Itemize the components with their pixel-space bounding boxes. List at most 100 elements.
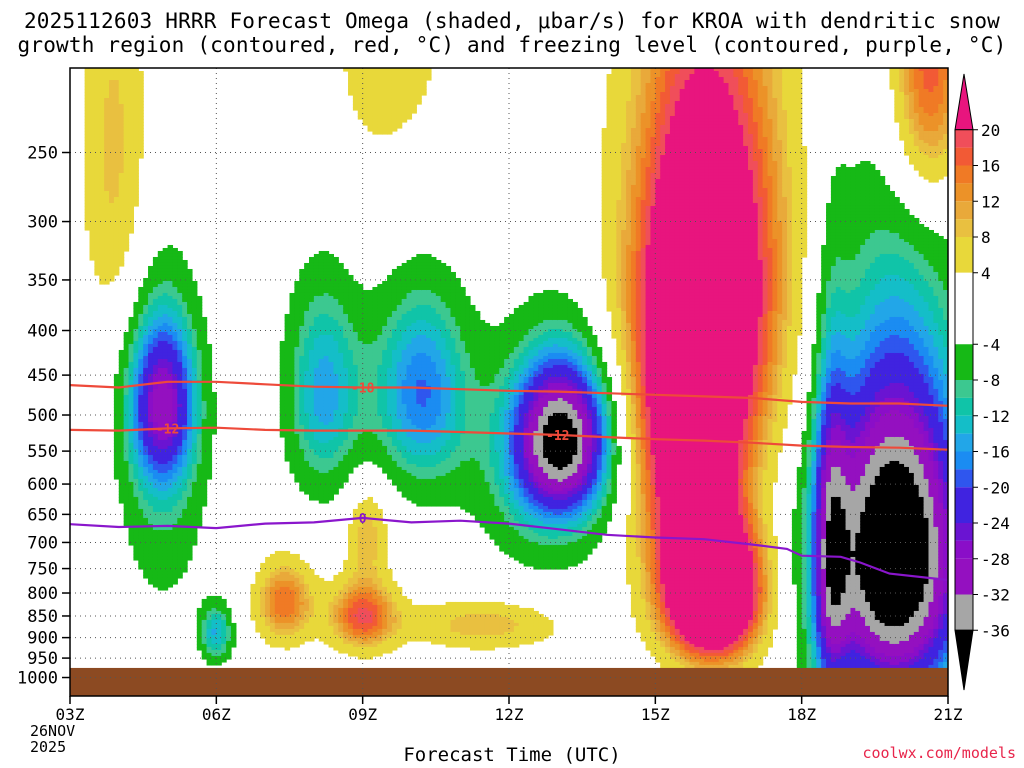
- omega-cell: [299, 352, 305, 357]
- omega-cell: [299, 313, 305, 318]
- omega-cell: [172, 418, 178, 423]
- omega-cell: [221, 607, 227, 612]
- omega-cell: [284, 328, 291, 333]
- omega-cell: [152, 571, 159, 576]
- omega-cell: [284, 640, 291, 645]
- omega-cell: [309, 595, 315, 600]
- omega-cell: [304, 292, 310, 297]
- omega-cell: [309, 439, 315, 444]
- omega-cell: [206, 637, 213, 642]
- omega-cell: [118, 364, 125, 369]
- omega-cell: [157, 493, 164, 498]
- omega-cell: [109, 199, 115, 204]
- omega-cell: [284, 346, 291, 351]
- omega-cell: [289, 604, 295, 609]
- omega-cell: [201, 415, 208, 420]
- omega-cell: [118, 424, 125, 429]
- omega-cell: [162, 397, 169, 402]
- omega-cell: [348, 367, 354, 372]
- omega-cell: [123, 113, 130, 117]
- omega-cell: [143, 556, 149, 561]
- omega-cell: [157, 385, 164, 390]
- omega-cell: [172, 460, 178, 465]
- omega-cell: [201, 340, 208, 345]
- omega-cell: [274, 589, 281, 594]
- omega-cell: [289, 583, 295, 588]
- omega-cell: [133, 520, 139, 525]
- omega-cell: [187, 505, 193, 510]
- omega-cell: [226, 637, 232, 642]
- omega-cell: [206, 385, 213, 390]
- omega-cell: [133, 86, 139, 90]
- omega-cell: [99, 253, 105, 258]
- omega-cell: [113, 235, 120, 240]
- omega-cell: [182, 364, 188, 369]
- omega-cell: [279, 592, 286, 597]
- omega-cell: [206, 346, 213, 351]
- omega-cell: [118, 367, 125, 372]
- omega-cell: [123, 499, 130, 504]
- omega-cell: [299, 355, 305, 360]
- omega-cell: [313, 628, 320, 633]
- omega-cell: [191, 337, 198, 342]
- omega-cell: [123, 193, 130, 198]
- omega-cell: [338, 622, 344, 627]
- omega-cell: [343, 343, 349, 348]
- omega-cell: [99, 77, 105, 81]
- omega-cell: [148, 283, 154, 288]
- omega-cell: [343, 406, 349, 411]
- omega-cell: [152, 511, 159, 516]
- omega-cell: [304, 562, 310, 567]
- omega-cell: [309, 586, 315, 591]
- omega-cell: [196, 307, 203, 312]
- omega-cell: [284, 391, 291, 396]
- omega-cell: [201, 448, 208, 453]
- omega-cell: [118, 412, 125, 417]
- omega-cell: [309, 385, 315, 390]
- omega-cell: [109, 217, 115, 222]
- omega-cell: [318, 598, 325, 603]
- omega-cell: [113, 139, 120, 144]
- omega-cell: [309, 403, 315, 408]
- omega-cell: [187, 520, 193, 525]
- omega-cell: [191, 460, 198, 465]
- omega-cell: [299, 580, 305, 585]
- omega-cell: [182, 259, 188, 264]
- omega-cell: [191, 475, 198, 480]
- omega-cell: [109, 172, 115, 177]
- omega-cell: [89, 101, 95, 105]
- omega-cell: [328, 331, 334, 336]
- omega-cell: [177, 487, 183, 492]
- omega-cell: [294, 364, 300, 369]
- omega-cell: [143, 391, 149, 396]
- omega-cell: [299, 289, 305, 294]
- omega-cell: [104, 274, 110, 279]
- omega-cell: [343, 646, 349, 651]
- omega-cell: [196, 451, 203, 456]
- omega-cell: [128, 406, 135, 411]
- omega-cell: [143, 352, 149, 357]
- omega-cell: [133, 71, 139, 75]
- omega-cell: [187, 424, 193, 429]
- omega-cell: [206, 352, 213, 357]
- omega-cell: [191, 514, 198, 519]
- omega-cell: [152, 421, 159, 426]
- omega-cell: [138, 442, 144, 447]
- omega-shading: [70, 68, 948, 696]
- omega-cell: [94, 95, 100, 99]
- omega-cell: [284, 550, 291, 555]
- omega-cell: [279, 379, 286, 384]
- omega-cell: [299, 316, 305, 321]
- omega-cell: [294, 406, 300, 411]
- omega-cell: [323, 436, 330, 441]
- omega-cell: [162, 289, 169, 294]
- omega-cell: [343, 472, 349, 477]
- omega-cell: [309, 433, 315, 438]
- omega-cell: [167, 514, 174, 519]
- omega-cell: [299, 292, 305, 297]
- omega-cell: [162, 400, 169, 405]
- omega-cell: [206, 658, 213, 663]
- omega-cell: [309, 625, 315, 630]
- omega-cell: [343, 340, 349, 345]
- omega-cell: [348, 349, 354, 354]
